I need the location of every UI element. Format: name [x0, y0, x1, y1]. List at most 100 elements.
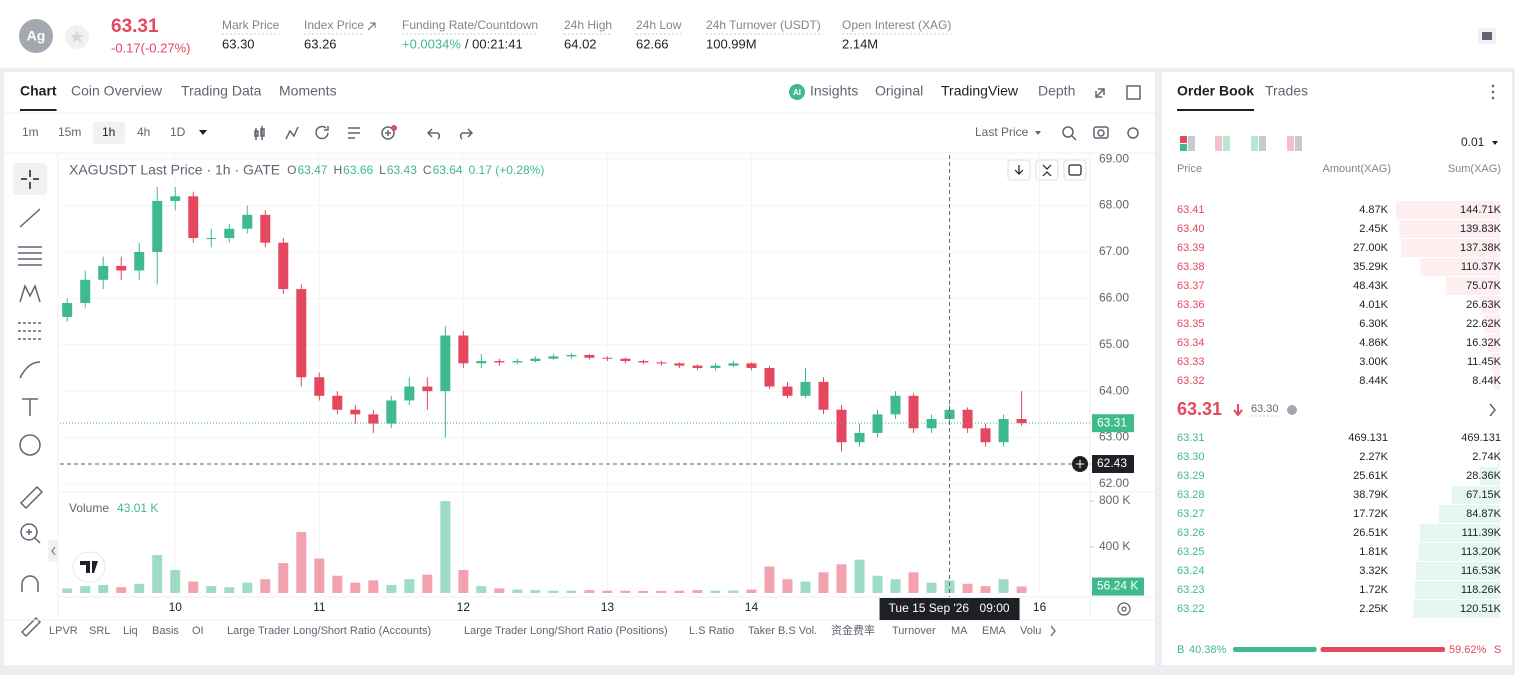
crosshair-time: 09:00: [980, 601, 1010, 615]
legend-value: 63.47: [297, 163, 327, 177]
interval[interactable]: 1D: [170, 125, 186, 139]
indicator[interactable]: Basis: [152, 625, 179, 637]
indicator[interactable]: Liq: [123, 625, 138, 637]
interval[interactable]: 4h: [137, 125, 150, 139]
volume-bar: [638, 591, 648, 593]
view-tab[interactable]: TradingView: [941, 83, 1019, 99]
ob-price: 63.35: [1177, 318, 1205, 330]
precision[interactable]: 0.01: [1461, 135, 1485, 149]
candle-body: [855, 433, 865, 442]
indicator[interactable]: L.S Ratio: [689, 625, 734, 637]
price-type[interactable]: Last Price: [975, 125, 1029, 139]
sell-label: S: [1494, 644, 1501, 656]
indicator[interactable]: 资金费率: [831, 623, 875, 637]
candle-body: [494, 361, 504, 362]
volume-bar: [656, 591, 666, 593]
volume-bar: [692, 590, 702, 593]
ob-sum: 118.26K: [1461, 584, 1502, 596]
volume-bar: [855, 560, 865, 593]
volume-bar: [188, 582, 198, 594]
x-tick-label: 16: [1033, 600, 1047, 614]
legend-key: C: [423, 163, 432, 177]
chart-tab[interactable]: Coin Overview: [71, 83, 163, 99]
chart-tab[interactable]: Trading Data: [181, 83, 262, 99]
view-tab[interactable]: Original: [875, 83, 923, 99]
volume-bar: [116, 587, 126, 593]
indicator[interactable]: Taker B.S Vol.: [748, 625, 817, 637]
ob-tab[interactable]: Trades: [1265, 83, 1308, 99]
y-tick-label: 67.00: [1099, 244, 1129, 258]
volume-bar: [909, 572, 919, 593]
candle-body: [314, 377, 324, 396]
ob-amount: 4.87K: [1359, 204, 1388, 216]
view-tab[interactable]: Depth: [1038, 83, 1075, 99]
candle-body: [422, 387, 432, 392]
view-tab[interactable]: Insights: [810, 83, 858, 99]
indicator[interactable]: LPVR: [49, 625, 78, 637]
ob-sum: 120.51K: [1460, 603, 1502, 615]
volume-bar: [314, 559, 324, 594]
candle-body: [386, 400, 396, 423]
ob-sum: 110.37K: [1461, 261, 1502, 273]
volume-bar: [332, 576, 342, 593]
legend-title: XAGUSDT Last Price · 1h · GATE: [69, 162, 280, 178]
ob-price: 63.34: [1177, 337, 1205, 349]
ob-amount: 25.61K: [1353, 470, 1389, 482]
indicator[interactable]: OI: [192, 625, 204, 637]
sell-ratio: 59.62%: [1449, 644, 1487, 656]
candle-body: [260, 215, 270, 243]
volume-bar: [386, 585, 396, 593]
ob-tab[interactable]: Order Book: [1177, 83, 1254, 99]
indicator[interactable]: Turnover: [892, 625, 936, 637]
ob-sum: 11.45K: [1467, 356, 1502, 368]
stat-label: 24h Turnover (USDT): [706, 18, 821, 32]
ob-sum: 67.15K: [1466, 489, 1502, 501]
volume-bar: [620, 591, 630, 593]
ob-amount: 2.45K: [1359, 223, 1388, 235]
volume-bar: [548, 591, 558, 593]
interval[interactable]: 1m: [22, 125, 39, 139]
ob-amount: 3.32K: [1359, 565, 1388, 577]
ob-amount: 17.72K: [1353, 508, 1389, 520]
insights-icon-text: AI: [793, 88, 801, 97]
ob-price: 63.38: [1177, 261, 1205, 273]
volume-bar: [999, 579, 1009, 593]
indicator[interactable]: EMA: [982, 625, 1007, 637]
volume-bar: [818, 572, 828, 593]
interval[interactable]: 1h: [102, 125, 115, 139]
badge: [391, 125, 397, 131]
chart-tab[interactable]: Chart: [20, 83, 57, 99]
candle-body: [188, 196, 198, 238]
volume-bar: [873, 576, 883, 593]
volume-bar: [710, 591, 720, 593]
indicator[interactable]: Large Trader Long/Short Ratio (Positions…: [464, 625, 668, 637]
candle-body: [999, 419, 1009, 442]
ob-price: 63.31: [1177, 432, 1205, 444]
volume-bar: [260, 579, 270, 593]
candle-body: [566, 355, 576, 356]
candle-body: [602, 358, 612, 359]
candle-body: [404, 387, 414, 401]
indicator[interactable]: Large Trader Long/Short Ratio (Accounts): [227, 625, 431, 637]
candle-body: [584, 355, 594, 358]
volume-bar: [1017, 587, 1027, 593]
candle-body: [458, 335, 468, 363]
indicator[interactable]: MA: [951, 625, 968, 637]
indicator[interactable]: Volu: [1020, 625, 1041, 637]
ob-sum: 144.71K: [1460, 204, 1502, 216]
x-tick-label: 14: [745, 600, 759, 614]
volume-bar: [981, 586, 991, 593]
mark-icon: [1287, 405, 1297, 415]
indicator[interactable]: SRL: [89, 625, 110, 637]
volume-bar: [891, 579, 901, 593]
interval[interactable]: 15m: [58, 125, 81, 139]
candle-body: [440, 335, 450, 391]
collapse-button[interactable]: [48, 540, 58, 562]
mark-price: 63.30: [1251, 403, 1279, 415]
chart-tab[interactable]: Moments: [279, 83, 337, 99]
volume-tick-label: 800 K: [1099, 493, 1130, 507]
ob-price: 63.26: [1177, 527, 1205, 539]
ob-amount: 48.43K: [1353, 280, 1389, 292]
ob-sum: 75.07K: [1466, 280, 1502, 292]
volume-bar: [530, 590, 540, 593]
